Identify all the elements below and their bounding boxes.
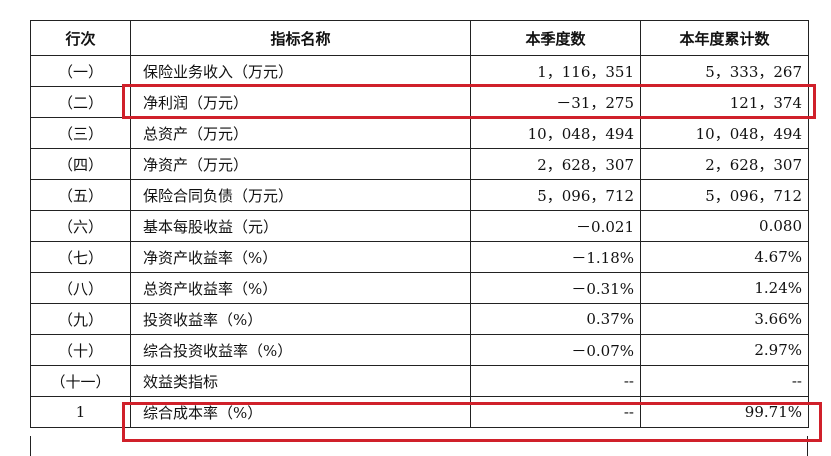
table-cell: 10，048，494 [640,117,809,149]
table-cell: －0.31% [470,272,641,304]
table-cell: 1 [30,396,131,428]
table-cell: （五） [30,179,131,211]
header-cell: 指标名称 [130,20,471,56]
table-cell: －31，275 [470,86,641,118]
table-cell: （七） [30,241,131,273]
table-row: 1 综合成本率（%） -- 99.71% [30,396,809,428]
table-cell: 2，628，307 [470,148,641,180]
table-cell: －0.021 [470,210,641,242]
table-cell: （一） [30,55,131,87]
table-cell: 保险业务收入（万元） [130,55,471,87]
table-cell: －1.18% [470,241,641,273]
table-cell: 净利润（万元） [130,86,471,118]
data-table: 行次 指标名称 本季度数 本年度累计数 （一） 保险业务收入（万元） 1，116，3… [30,20,809,428]
table-cell: -- [640,365,809,397]
table-cell: 净资产收益率（%） [130,241,471,273]
table-cell: 综合投资收益率（%） [130,334,471,366]
table-cell: -- [470,396,641,428]
table-row: （十） 综合投资收益率（%） －0.07% 2.97% [30,334,809,366]
table-cell: 2，628，307 [640,148,809,180]
table-cell: 1.24% [640,272,809,304]
table-cell: 99.71% [640,396,809,428]
table-cell: 10，048，494 [470,117,641,149]
header-cell: 本季度数 [470,20,641,56]
table-cell: 5，333，267 [640,55,809,87]
table-cell: 3.66% [640,303,809,335]
table-cell: （九） [30,303,131,335]
table-row: （六） 基本每股收益（元） －0.021 0.080 [30,210,809,242]
table-row: （五） 保险合同负债（万元） 5，096，712 5，096，712 [30,179,809,211]
table-cell: （八） [30,272,131,304]
table-cell: -- [470,365,641,397]
table-row: （四） 净资产（万元） 2，628，307 2，628，307 [30,148,809,180]
table-cell: 0.080 [640,210,809,242]
table-cell: 基本每股收益（元） [130,210,471,242]
table-cell: 4.67% [640,241,809,273]
table-cell: －0.07% [470,334,641,366]
table-cell: （三） [30,117,131,149]
table-cell: （四） [30,148,131,180]
table-row: （三） 总资产（万元） 10，048，494 10，048，494 [30,117,809,149]
highlight-box [122,84,816,119]
header-cell: 本年度累计数 [640,20,809,56]
table-row: （八） 总资产收益率（%） －0.31% 1.24% [30,272,809,304]
page: 行次 指标名称 本季度数 本年度累计数 （一） 保险业务收入（万元） 1，116，3… [30,20,822,456]
table-cell: 5，096，712 [470,179,641,211]
table-cell: 2.97% [640,334,809,366]
header-row: 行次 指标名称 本季度数 本年度累计数 [30,20,809,56]
table-cell: 5，096，712 [640,179,809,211]
table-cell: 效益类指标 [130,365,471,397]
table-row: （二） 净利润（万元） －31，275 121，374 [30,86,809,118]
table-row: （十一） 效益类指标 -- -- [30,365,809,397]
header-cell: 行次 [30,20,131,56]
highlight-box [122,402,822,442]
table-cell: 总资产收益率（%） [130,272,471,304]
table-row: （一） 保险业务收入（万元） 1，116，351 5，333，267 [30,55,809,87]
table-cell: 综合成本率（%） [130,396,471,428]
table-cell: 0.37% [470,303,641,335]
table-cell: 总资产（万元） [130,117,471,149]
table-cell: 121，374 [640,86,809,118]
table-cell: （十一） [30,365,131,397]
table-cell: 净资产（万元） [130,148,471,180]
table-body: （一） 保险业务收入（万元） 1，116，351 5，333，267 （二） 净利润（万元… [30,55,809,428]
table-cell: 1，116，351 [470,55,641,87]
table-cell: （十） [30,334,131,366]
table-cell: 投资收益率（%） [130,303,471,335]
table-row: （七） 净资产收益率（%） －1.18% 4.67% [30,241,809,273]
table-cell: 保险合同负债（万元） [130,179,471,211]
table-cell: （六） [30,210,131,242]
table-cell: （二） [30,86,131,118]
table-row: （九） 投资收益率（%） 0.37% 3.66% [30,303,809,335]
